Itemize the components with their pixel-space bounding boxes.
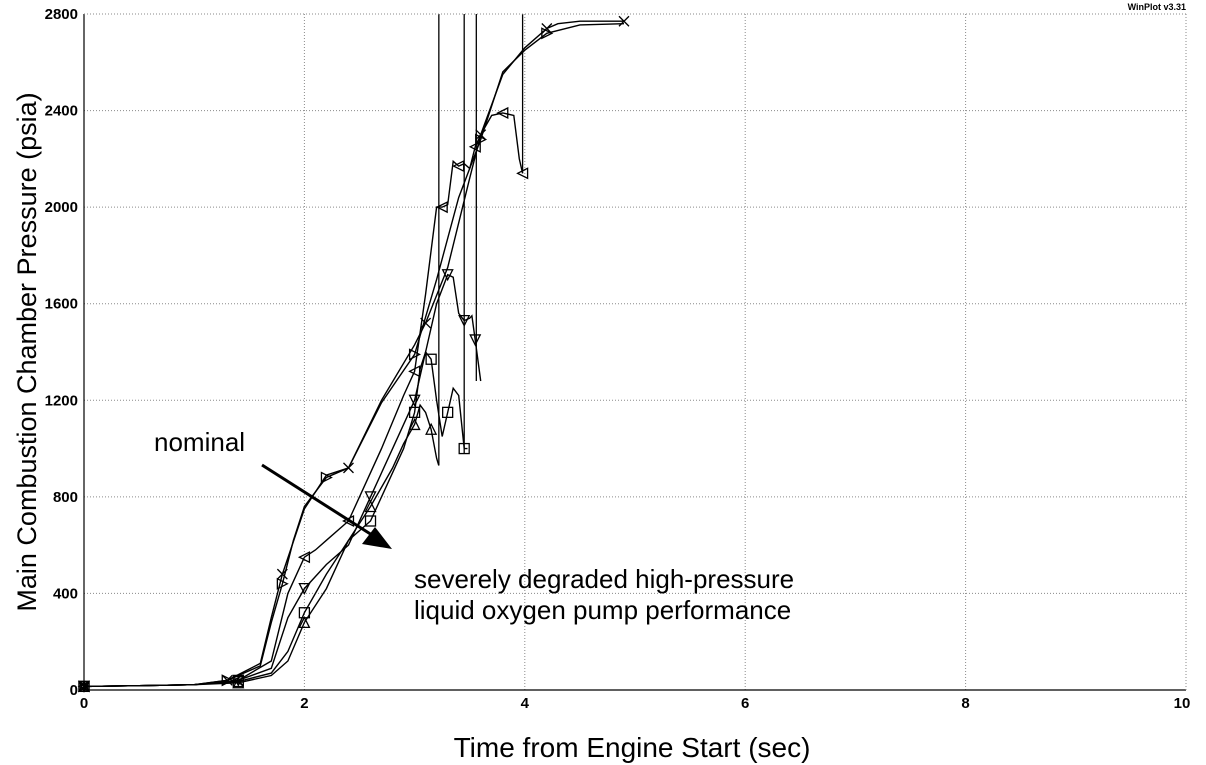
- x-tick-label-3: 6: [741, 695, 749, 712]
- x-tick-label-5: 10: [1174, 695, 1191, 712]
- annotation-nominal: nominal: [154, 427, 245, 457]
- x-tick-label-0: 0: [80, 695, 88, 712]
- annotation-degraded-line1: severely degraded high-pressure: [414, 564, 794, 594]
- series-line-2: [83, 112, 524, 688]
- series-3-marker-6: [298, 582, 311, 596]
- series-4-marker-18: [442, 406, 454, 419]
- watermark: WinPlot v3.31: [1128, 2, 1186, 12]
- x-tick-label-1: 2: [300, 695, 308, 712]
- series-line-0: [83, 20, 624, 688]
- series-5-marker-15: [425, 422, 438, 435]
- y-tick-label-7: 2800: [45, 6, 78, 23]
- series-5-marker-0: [77, 679, 91, 693]
- series-3-marker-12: [408, 394, 421, 407]
- series-line-5: [83, 403, 440, 688]
- series-5-marker-12: [408, 417, 421, 431]
- x-tick-label-4: 8: [961, 695, 969, 712]
- series-line-4: [83, 350, 468, 688]
- x-axis-label: Time from Engine Start (sec): [454, 732, 811, 763]
- series-2-marker-21: [468, 140, 481, 153]
- series-0-marker-21: [618, 15, 630, 27]
- series-1-marker-6: [276, 577, 289, 590]
- series-5-marker-9: [364, 500, 377, 513]
- x-tick-label-2: 4: [521, 695, 530, 712]
- y-tick-label-5: 2000: [45, 199, 78, 216]
- y-tick-label-3: 1200: [45, 392, 78, 409]
- series-4: [78, 350, 470, 693]
- annotation-degraded-line2: liquid oxygen pump performance: [414, 595, 791, 625]
- series-line-3: [83, 273, 482, 688]
- series-2-marker-24: [496, 106, 509, 120]
- series-4-marker-9: [364, 515, 377, 527]
- series-1-marker-18: [541, 27, 554, 40]
- series-2-marker-15: [435, 201, 448, 214]
- tick-labels: 0 2 4 6 8 10 0 400 800 1200 1600 2000 2400 2800: [45, 6, 1191, 712]
- series-5-marker-3: [232, 676, 245, 689]
- y-tick-label-2: 800: [53, 489, 78, 506]
- series-4-marker-12: [408, 406, 421, 419]
- series-3: [77, 269, 482, 693]
- axes: [83, 13, 1187, 691]
- y-tick-label-0: 0: [70, 682, 78, 699]
- series-5: [77, 403, 440, 693]
- series-3-marker-9: [364, 491, 377, 504]
- series-3-marker-15: [441, 269, 454, 282]
- series-1-marker-9: [320, 471, 333, 484]
- series-3-marker-21: [469, 334, 482, 347]
- y-tick-label-1: 400: [53, 585, 78, 602]
- series-5-marker-6: [298, 615, 311, 629]
- series-2-marker-6: [297, 551, 311, 564]
- y-tick-label-6: 2400: [45, 103, 78, 120]
- y-axis-label: Main Combustion Chamber Pressure (psia): [12, 92, 42, 611]
- series-4-marker-15: [425, 353, 437, 365]
- series-1-marker-12: [408, 348, 422, 361]
- annotation-arrow: [261, 463, 392, 549]
- y-tick-label-4: 1600: [45, 296, 78, 313]
